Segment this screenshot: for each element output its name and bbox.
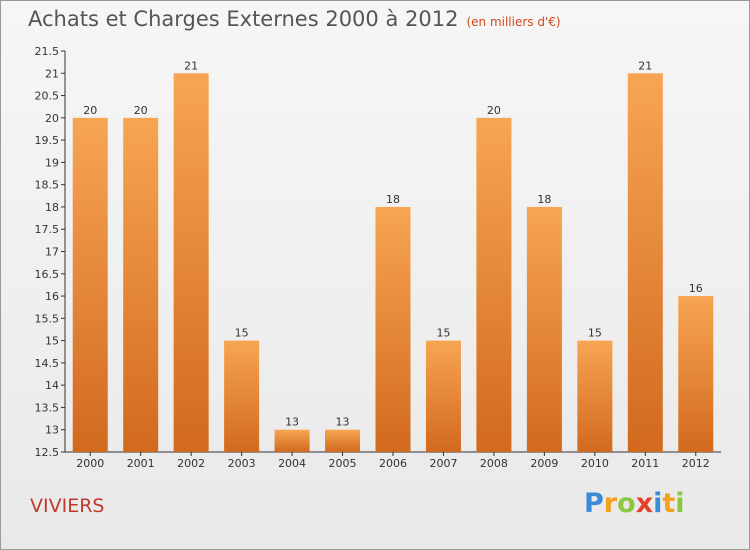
y-tick-label: 21.5 bbox=[35, 45, 60, 58]
proxiti-logo[interactable]: Proxiti bbox=[584, 488, 685, 519]
logo-letter: r bbox=[603, 488, 618, 519]
x-tick-label: 2011 bbox=[631, 457, 659, 470]
bar-2002 bbox=[173, 73, 209, 453]
y-tick-label: 18 bbox=[45, 201, 59, 214]
bar-value-label: 20 bbox=[134, 104, 148, 117]
bar-value-label: 15 bbox=[235, 327, 249, 340]
bar-2003 bbox=[224, 340, 260, 452]
bar-2008 bbox=[476, 117, 512, 452]
bar-value-label: 15 bbox=[588, 327, 602, 340]
y-tick-label: 12.5 bbox=[35, 446, 60, 459]
y-tick-label: 15.5 bbox=[35, 312, 60, 325]
x-tick-label: 2007 bbox=[429, 457, 457, 470]
bar-2012 bbox=[678, 296, 714, 452]
x-tick-label: 2005 bbox=[329, 457, 357, 470]
bar-2000 bbox=[72, 117, 108, 452]
y-tick-label: 14.5 bbox=[35, 357, 60, 370]
x-tick-label: 2012 bbox=[682, 457, 710, 470]
bar-value-label: 13 bbox=[336, 416, 350, 429]
y-tick-label: 16.5 bbox=[35, 268, 60, 281]
bar-2004 bbox=[274, 429, 310, 452]
x-tick-label: 2009 bbox=[530, 457, 558, 470]
bar-value-label: 18 bbox=[537, 193, 551, 206]
y-tick-label: 17.5 bbox=[35, 223, 60, 236]
bar-2005 bbox=[325, 429, 361, 452]
x-tick-label: 2006 bbox=[379, 457, 407, 470]
y-tick-label: 21 bbox=[45, 67, 59, 80]
y-tick-label: 19.5 bbox=[35, 134, 60, 147]
bar-value-label: 13 bbox=[285, 416, 299, 429]
x-tick-label: 2010 bbox=[581, 457, 609, 470]
bar-2011 bbox=[627, 73, 663, 453]
y-tick-label: 15 bbox=[45, 335, 59, 348]
y-tick-label: 14 bbox=[45, 379, 59, 392]
chart-title-text: Achats et Charges Externes 2000 à 2012 bbox=[28, 7, 459, 31]
y-tick-label: 20 bbox=[45, 112, 59, 125]
y-tick-label: 13 bbox=[45, 424, 59, 437]
x-tick-label: 2004 bbox=[278, 457, 306, 470]
chart-title: Achats et Charges Externes 2000 à 2012 (e… bbox=[28, 7, 561, 31]
bar-2010 bbox=[577, 340, 613, 452]
x-tick-label: 2000 bbox=[76, 457, 104, 470]
bar-value-label: 20 bbox=[487, 104, 501, 117]
bar-value-label: 18 bbox=[386, 193, 400, 206]
y-tick-label: 20.5 bbox=[35, 90, 60, 103]
bar-value-label: 21 bbox=[638, 59, 652, 72]
bar-2001 bbox=[123, 117, 159, 452]
logo-letter: x bbox=[635, 488, 654, 519]
logo-letter: o bbox=[617, 488, 636, 519]
logo-letter: t bbox=[662, 488, 676, 519]
x-tick-label: 2008 bbox=[480, 457, 508, 470]
x-tick-label: 2001 bbox=[127, 457, 155, 470]
logo-letter: i bbox=[675, 488, 685, 519]
y-tick-label: 17 bbox=[45, 246, 59, 259]
logo-letter: i bbox=[653, 488, 663, 519]
bar-value-label: 21 bbox=[184, 59, 198, 72]
y-tick-label: 16 bbox=[45, 290, 59, 303]
y-tick-label: 18.5 bbox=[35, 179, 60, 192]
bar-2006 bbox=[375, 206, 411, 452]
bar-value-label: 15 bbox=[436, 327, 450, 340]
bar-value-label: 20 bbox=[83, 104, 97, 117]
chart-subtitle: (en milliers d'€) bbox=[466, 15, 561, 29]
commune-name: VIVIERS bbox=[30, 495, 105, 517]
logo-letter: P bbox=[584, 488, 604, 519]
bar-2009 bbox=[526, 206, 562, 452]
y-tick-label: 19 bbox=[45, 156, 59, 169]
bar-value-label: 16 bbox=[689, 282, 703, 295]
x-tick-label: 2002 bbox=[177, 457, 205, 470]
bar-2007 bbox=[425, 340, 461, 452]
y-tick-label: 13.5 bbox=[35, 401, 60, 414]
x-tick-label: 2003 bbox=[228, 457, 256, 470]
